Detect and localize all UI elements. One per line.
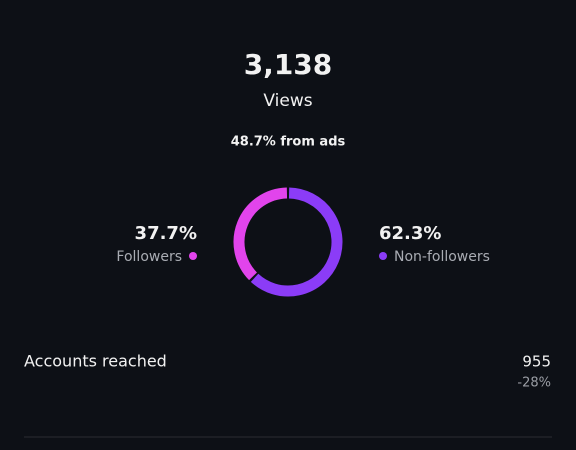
non-followers-percent: 62.3% xyxy=(379,223,441,244)
donut-segment xyxy=(233,187,288,281)
views-label: Views xyxy=(263,91,312,111)
legend-dot xyxy=(379,252,387,260)
followers-percent: 37.7% xyxy=(135,223,197,244)
accounts-reached-change: -28% xyxy=(517,376,551,391)
accounts-reached-value: 955 xyxy=(522,353,551,371)
followers-label: Followers xyxy=(116,249,182,265)
legend-dot xyxy=(189,252,197,260)
views-value: 3,138 xyxy=(244,48,333,81)
donut-segment xyxy=(250,187,343,297)
donut xyxy=(233,187,343,297)
non-followers-label: Non-followers xyxy=(394,249,490,265)
ads-note: 48.7% from ads xyxy=(231,135,346,150)
accounts-reached-label: Accounts reached xyxy=(24,352,167,371)
